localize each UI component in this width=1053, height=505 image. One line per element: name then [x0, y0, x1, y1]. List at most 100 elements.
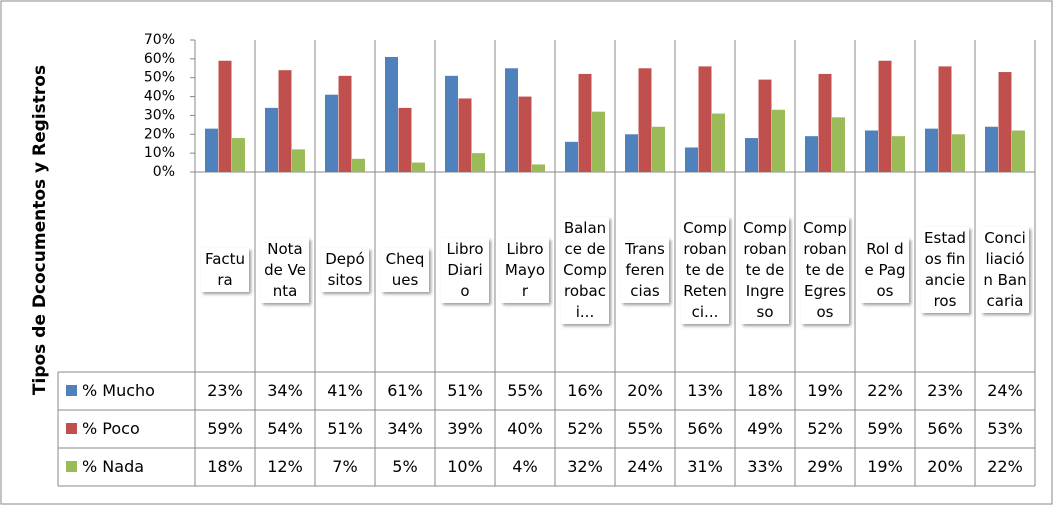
bar — [232, 138, 245, 172]
table-cell: 49% — [747, 419, 783, 438]
category-label: Comprobante de Retenci... — [681, 216, 729, 324]
table-cell: 12% — [267, 457, 303, 476]
bar — [758, 79, 772, 172]
bar — [938, 66, 952, 172]
table-cell: 22% — [867, 381, 903, 400]
bar — [1012, 130, 1025, 172]
legend-label: % Nada — [82, 457, 145, 476]
bar — [352, 158, 365, 172]
table-cell: 32% — [567, 457, 603, 476]
table-cell: 51% — [327, 419, 363, 438]
table-cell: 22% — [987, 457, 1023, 476]
table-cell: 33% — [747, 457, 783, 476]
category-label: Libro Diario — [441, 237, 489, 303]
bar — [218, 60, 232, 172]
table-cell: 34% — [387, 419, 423, 438]
category-label: Factura — [201, 248, 249, 292]
y-tick-label: 60% — [144, 51, 175, 67]
bar — [518, 96, 532, 172]
bar — [565, 141, 578, 172]
bar — [458, 98, 472, 172]
bar — [712, 113, 725, 172]
y-axis-title: Tipos de Dcocumentos y Registros — [30, 65, 50, 395]
table-cell: 54% — [267, 419, 303, 438]
bar — [952, 134, 965, 172]
bar — [832, 117, 845, 172]
legend-key — [66, 461, 77, 472]
bar — [292, 149, 305, 172]
bar — [698, 66, 712, 172]
table-cell: 16% — [567, 381, 603, 400]
category-label: Comprobante de Egresos — [801, 216, 849, 324]
table-cell: 4% — [512, 457, 538, 476]
table-cell: 34% — [267, 381, 303, 400]
table-cell: 10% — [447, 457, 483, 476]
bar — [998, 72, 1012, 172]
legend-key — [66, 423, 77, 434]
bar — [205, 128, 218, 172]
table-cell: 52% — [567, 419, 603, 438]
y-tick-label: 20% — [144, 126, 175, 142]
category-label: Depósitos — [321, 248, 369, 292]
table-cell: 29% — [807, 457, 843, 476]
category-label: Comprobante de Ingreso — [741, 216, 789, 324]
bar — [578, 73, 592, 172]
bar — [652, 126, 665, 172]
bar — [532, 164, 545, 172]
bar — [325, 94, 338, 172]
table-cell: 56% — [927, 419, 963, 438]
category-label: Balance de Comprobaci... — [561, 216, 609, 324]
category-label: Rol de Pagos — [861, 237, 909, 303]
bar — [892, 136, 905, 172]
y-tick-label: 40% — [144, 89, 175, 105]
table-cell: 23% — [207, 381, 243, 400]
bar — [505, 68, 518, 172]
category-label: Conciliación Bancaria — [981, 227, 1029, 313]
bar — [685, 147, 698, 172]
bar — [865, 130, 878, 172]
bar — [278, 70, 292, 172]
bar — [445, 75, 458, 172]
legend-label: % Mucho — [82, 381, 155, 400]
bar — [592, 111, 605, 172]
table-cell: 7% — [332, 457, 358, 476]
table-cell: 18% — [207, 457, 243, 476]
table-cell: 20% — [927, 457, 963, 476]
table-cell: 5% — [392, 457, 418, 476]
table-cell: 55% — [627, 419, 663, 438]
bar — [265, 107, 278, 172]
bar — [412, 162, 425, 172]
table-cell: 51% — [447, 381, 483, 400]
table-cell: 59% — [207, 419, 243, 438]
bar — [772, 109, 785, 172]
bar — [925, 128, 938, 172]
table-cell: 19% — [807, 381, 843, 400]
bar — [985, 126, 998, 172]
table-cell: 19% — [867, 457, 903, 476]
category-label: Estados financieros — [921, 227, 969, 313]
table-cell: 13% — [687, 381, 723, 400]
table-cell: 23% — [927, 381, 963, 400]
y-tick-label: 30% — [144, 107, 175, 123]
legend-label: % Poco — [82, 419, 140, 438]
bar — [385, 56, 398, 172]
y-tick-label: 10% — [144, 145, 175, 161]
category-label: Transferencias — [621, 237, 669, 303]
legend-key — [66, 385, 77, 396]
bar — [625, 134, 638, 172]
table-cell: 59% — [867, 419, 903, 438]
table-cell: 52% — [807, 419, 843, 438]
table-cell: 18% — [747, 381, 783, 400]
table-cell: 24% — [987, 381, 1023, 400]
y-tick-label: 70% — [144, 32, 175, 48]
category-label: Libro Mayor — [501, 237, 549, 303]
table-cell: 41% — [327, 381, 363, 400]
category-label: Nota de Venta — [261, 237, 309, 303]
bar — [818, 73, 832, 172]
bar — [398, 107, 412, 172]
table-cell: 55% — [507, 381, 543, 400]
category-label: Cheques — [381, 248, 429, 292]
